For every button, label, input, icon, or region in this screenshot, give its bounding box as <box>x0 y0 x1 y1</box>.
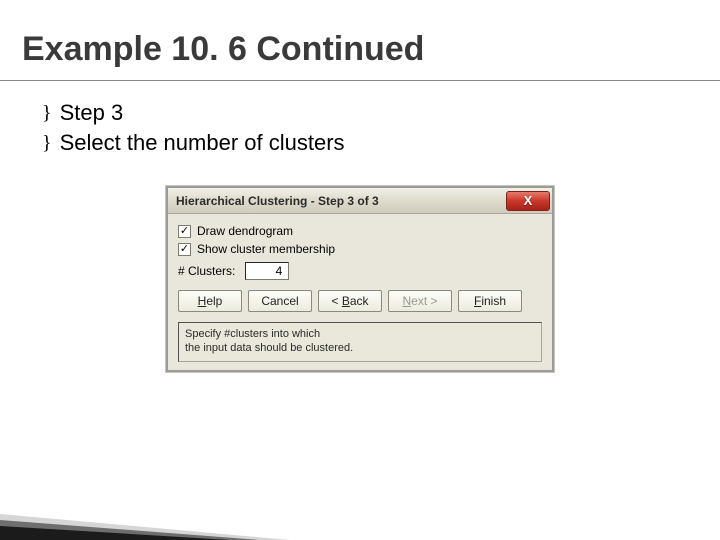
checkbox-label: Show cluster membership <box>197 242 335 256</box>
close-icon: X <box>524 193 533 208</box>
clusters-row: # Clusters: 4 <box>178 262 542 280</box>
bullet-text: Step 3 <box>60 100 124 126</box>
checkbox-icon[interactable]: ✓ <box>178 225 191 238</box>
title-underline <box>0 80 720 81</box>
back-button[interactable]: < Back <box>318 290 382 312</box>
list-item: } Select the number of clusters <box>42 130 345 156</box>
bullet-text: Select the number of clusters <box>60 130 345 156</box>
checkbox-row-dendrogram[interactable]: ✓ Draw dendrogram <box>178 224 542 238</box>
hint-line: the input data should be clustered. <box>185 341 535 355</box>
bullet-marker-icon: } <box>42 100 52 126</box>
hint-box: Specify #clusters into which the input d… <box>178 322 542 362</box>
checkbox-label: Draw dendrogram <box>197 224 293 238</box>
hint-line: Specify #clusters into which <box>185 327 535 341</box>
next-button[interactable]: Next > <box>388 290 452 312</box>
dialog-title: Hierarchical Clustering - Step 3 of 3 <box>176 194 379 208</box>
slide: Example 10. 6 Continued } Step 3 } Selec… <box>0 0 720 540</box>
finish-button[interactable]: Finish <box>458 290 522 312</box>
slide-title: Example 10. 6 Continued <box>22 30 424 69</box>
bullet-list: } Step 3 } Select the number of clusters <box>42 100 345 160</box>
bullet-marker-icon: } <box>42 130 52 156</box>
help-button-rest: elp <box>206 294 222 308</box>
decorative-wedge-icon <box>0 470 720 540</box>
list-item: } Step 3 <box>42 100 345 126</box>
help-button[interactable]: Help <box>178 290 242 312</box>
dialog-body: ✓ Draw dendrogram ✓ Show cluster members… <box>168 214 552 370</box>
dialog-titlebar[interactable]: Hierarchical Clustering - Step 3 of 3 X <box>168 188 552 214</box>
dialog-window: Hierarchical Clustering - Step 3 of 3 X … <box>166 186 554 372</box>
button-row: Help Cancel < Back Next > Finish <box>178 290 542 312</box>
close-button[interactable]: X <box>506 191 550 211</box>
checkbox-row-membership[interactable]: ✓ Show cluster membership <box>178 242 542 256</box>
checkbox-icon[interactable]: ✓ <box>178 243 191 256</box>
clusters-input[interactable]: 4 <box>245 262 289 280</box>
cancel-button[interactable]: Cancel <box>248 290 312 312</box>
clusters-label: # Clusters: <box>178 264 235 278</box>
